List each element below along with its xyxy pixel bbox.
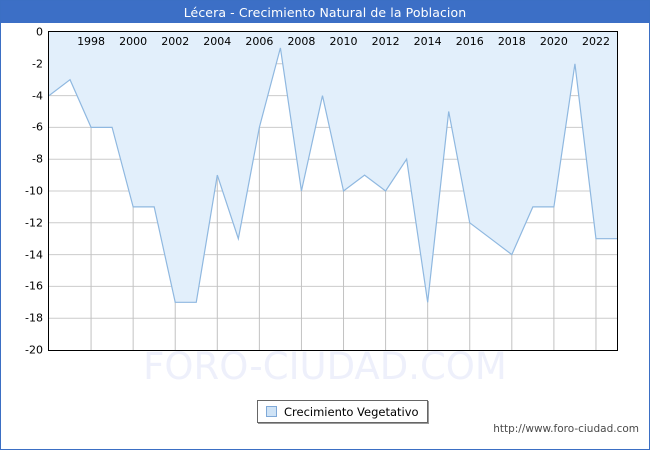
chart-canvas: 0 -2 -4 -6 -8 -10 -12 -14 -16 -18 -20 1998 2000 2002 2… [1, 23, 649, 449]
plot-area [48, 31, 618, 351]
watermark-text: FORO-CIUDAD.COM [143, 345, 507, 388]
y-axis-tick-label: -4 [32, 89, 43, 103]
data-series-layer [49, 32, 617, 303]
y-axis-tick-label: -2 [32, 57, 43, 71]
y-axis-tick-label: 0 [36, 25, 43, 39]
y-axis-tick-label: -6 [32, 120, 43, 134]
y-axis-tick-label: -12 [25, 216, 43, 230]
y-axis-tick-label: -18 [25, 311, 43, 325]
y-axis-tick-label: -14 [25, 248, 43, 262]
y-axis-tick-label: -16 [25, 279, 43, 293]
y-axis-tick-label: -8 [32, 152, 43, 166]
legend-swatch-icon [266, 406, 277, 417]
window-titlebar: Lécera - Crecimiento Natural de la Pobla… [1, 1, 649, 23]
page-title: Lécera - Crecimiento Natural de la Pobla… [183, 4, 467, 20]
y-axis-tick-label: -10 [25, 184, 43, 198]
chart-legend[interactable]: Crecimiento Vegetativo [257, 400, 428, 423]
source-url: http://www.foro-ciudad.com [493, 423, 639, 435]
legend-label: Crecimiento Vegetativo [284, 404, 419, 419]
